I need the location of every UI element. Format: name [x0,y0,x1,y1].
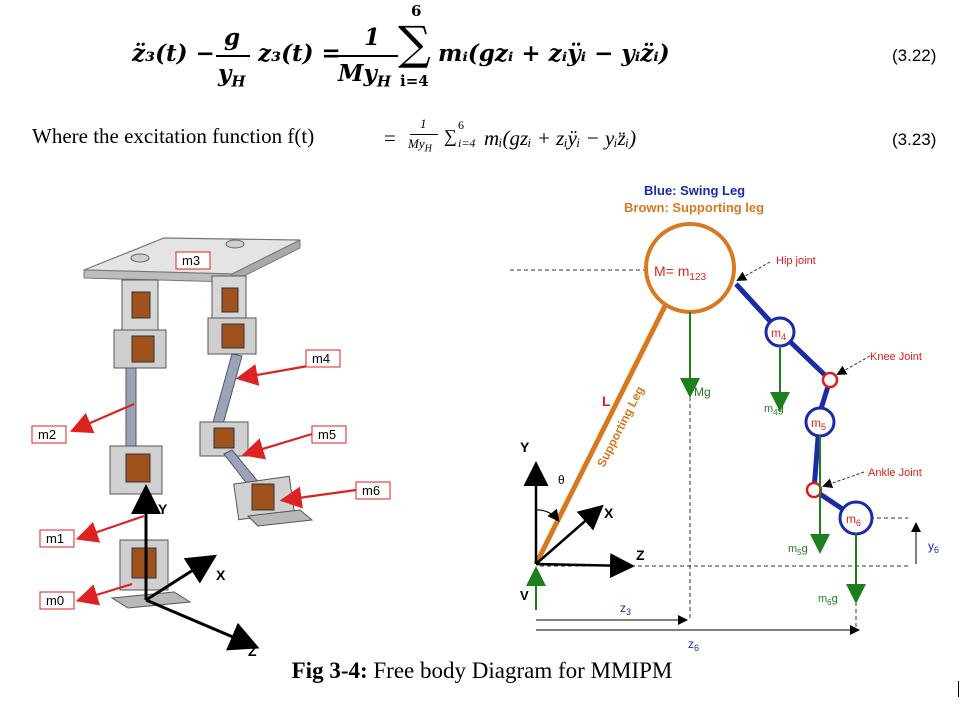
robot-axis-y: Y [158,501,168,517]
label-hip-joint: Hip joint [776,255,816,267]
origin-axes [523,461,635,579]
label-m0: m0 [46,593,64,608]
eq323-frac-den: MyH [408,136,432,155]
mass-labels: m3 m4 m2 m5 m6 m1 m0 [31,251,391,610]
label-m5g: m5g [788,543,808,557]
eq323-prefix: Where the excitation function f(t) [32,124,315,148]
label-m3: m3 [182,253,200,268]
eq322-lhs-a: z̈₃(t) − [132,40,215,67]
caption-label: Fig 3-4: [291,658,368,683]
label-m2: m2 [38,427,56,442]
eq322-frac2-bar [338,55,398,57]
label-theta: θ [558,473,565,487]
m5-label: m5 [811,416,826,432]
eq323-number: (3.23) [892,130,937,149]
theta-arc [535,508,560,522]
label-axis-X: X [604,505,614,521]
left-leg [109,279,192,609]
label-m5: m5 [318,427,336,442]
label-m6g: m6g [818,593,838,607]
eq322-sum-lower: i=4 [400,72,429,90]
legend-support: Brown: Supporting leg [624,200,764,215]
eq322-sum-upper: 6 [411,2,422,20]
robot-axis-x: X [216,567,226,583]
label-y6: y6 [928,539,939,555]
label-z6: z6 [688,637,699,653]
m6-label: m6 [846,512,861,528]
supporting-leg-line [533,302,669,566]
eq322-rhs: mᵢ(gzᵢ + zᵢÿᵢ − yᵢz̈ᵢ) [438,40,670,67]
eq323-rhs: mᵢ(gzᵢ + zᵢÿᵢ − yᵢz̈ᵢ) [484,126,637,150]
figure-caption: Fig 3-4: Free body Diagram for MMIPM [0,658,964,684]
eq323-frac-bar [410,134,438,135]
eq322-frac2-num: 1 [364,24,381,51]
swing-leg-line [734,282,858,521]
text-cursor [958,681,959,697]
label-m1: m1 [46,531,64,546]
eq322-frac1-bar [216,55,250,57]
equation-3-23: Where the excitation function f(t) = 1 M… [32,116,752,164]
eq322-lhs-b: z₃(t) = [258,40,341,67]
eq322-number: (3.22) [892,46,937,65]
label-z3: z3 [620,601,631,617]
label-Mg: Mg [694,385,711,399]
label-axis-Z: Z [636,547,645,563]
reference-lines [510,269,910,630]
legend-swing: Blue: Swing Leg [644,183,745,198]
eq323-sigma-icon: ∑ [444,126,457,146]
hip-mass-label: M= m123 [654,263,707,283]
label-m4: m4 [312,351,330,366]
ankle-joint-circle [805,481,823,499]
robot-axes: Y X Z [131,484,260,658]
free-body-diagram: Blue: Swing Leg Brown: Supporting leg L … [510,183,939,653]
eq323-sum-upper: 6 [458,118,464,132]
eq323-eq-sign: = [384,126,396,150]
label-axis-Y: Y [520,439,530,455]
knee-joint-circle [821,371,839,389]
eq322-frac2-den: MyH [338,60,392,91]
eq322-frac1-num: g [224,24,241,51]
label-V: V [520,588,529,603]
sigma-icon: ∑ [398,16,431,70]
label-ankle-joint: Ankle Joint [868,467,922,479]
mass-arrows [69,364,357,606]
joint-leader-lines [736,261,871,489]
right-leg [199,275,314,527]
gravity-arrows [680,312,866,604]
eq322-frac1-den: yH [218,60,246,91]
caption-text: Free body Diagram for MMIPM [367,658,673,683]
robot-illustration: Y X Z m3 m4 m2 m5 m6 m1 m0 [31,237,391,658]
eq323-sum-lower: i=4 [458,136,476,150]
equation-3-22: z̈₃(t) − g yH z₃(t) = 1 MyH 6 ∑ i=4 mᵢ(g… [132,2,692,110]
eq323-frac-num: 1 [420,116,427,131]
label-m4g: m4g [764,403,784,417]
label-L: L [602,393,611,409]
label-knee-joint: Knee Joint [870,351,922,363]
m4-label: m4 [771,326,786,342]
robot-axis-z: Z [248,643,257,658]
label-m6: m6 [362,483,380,498]
